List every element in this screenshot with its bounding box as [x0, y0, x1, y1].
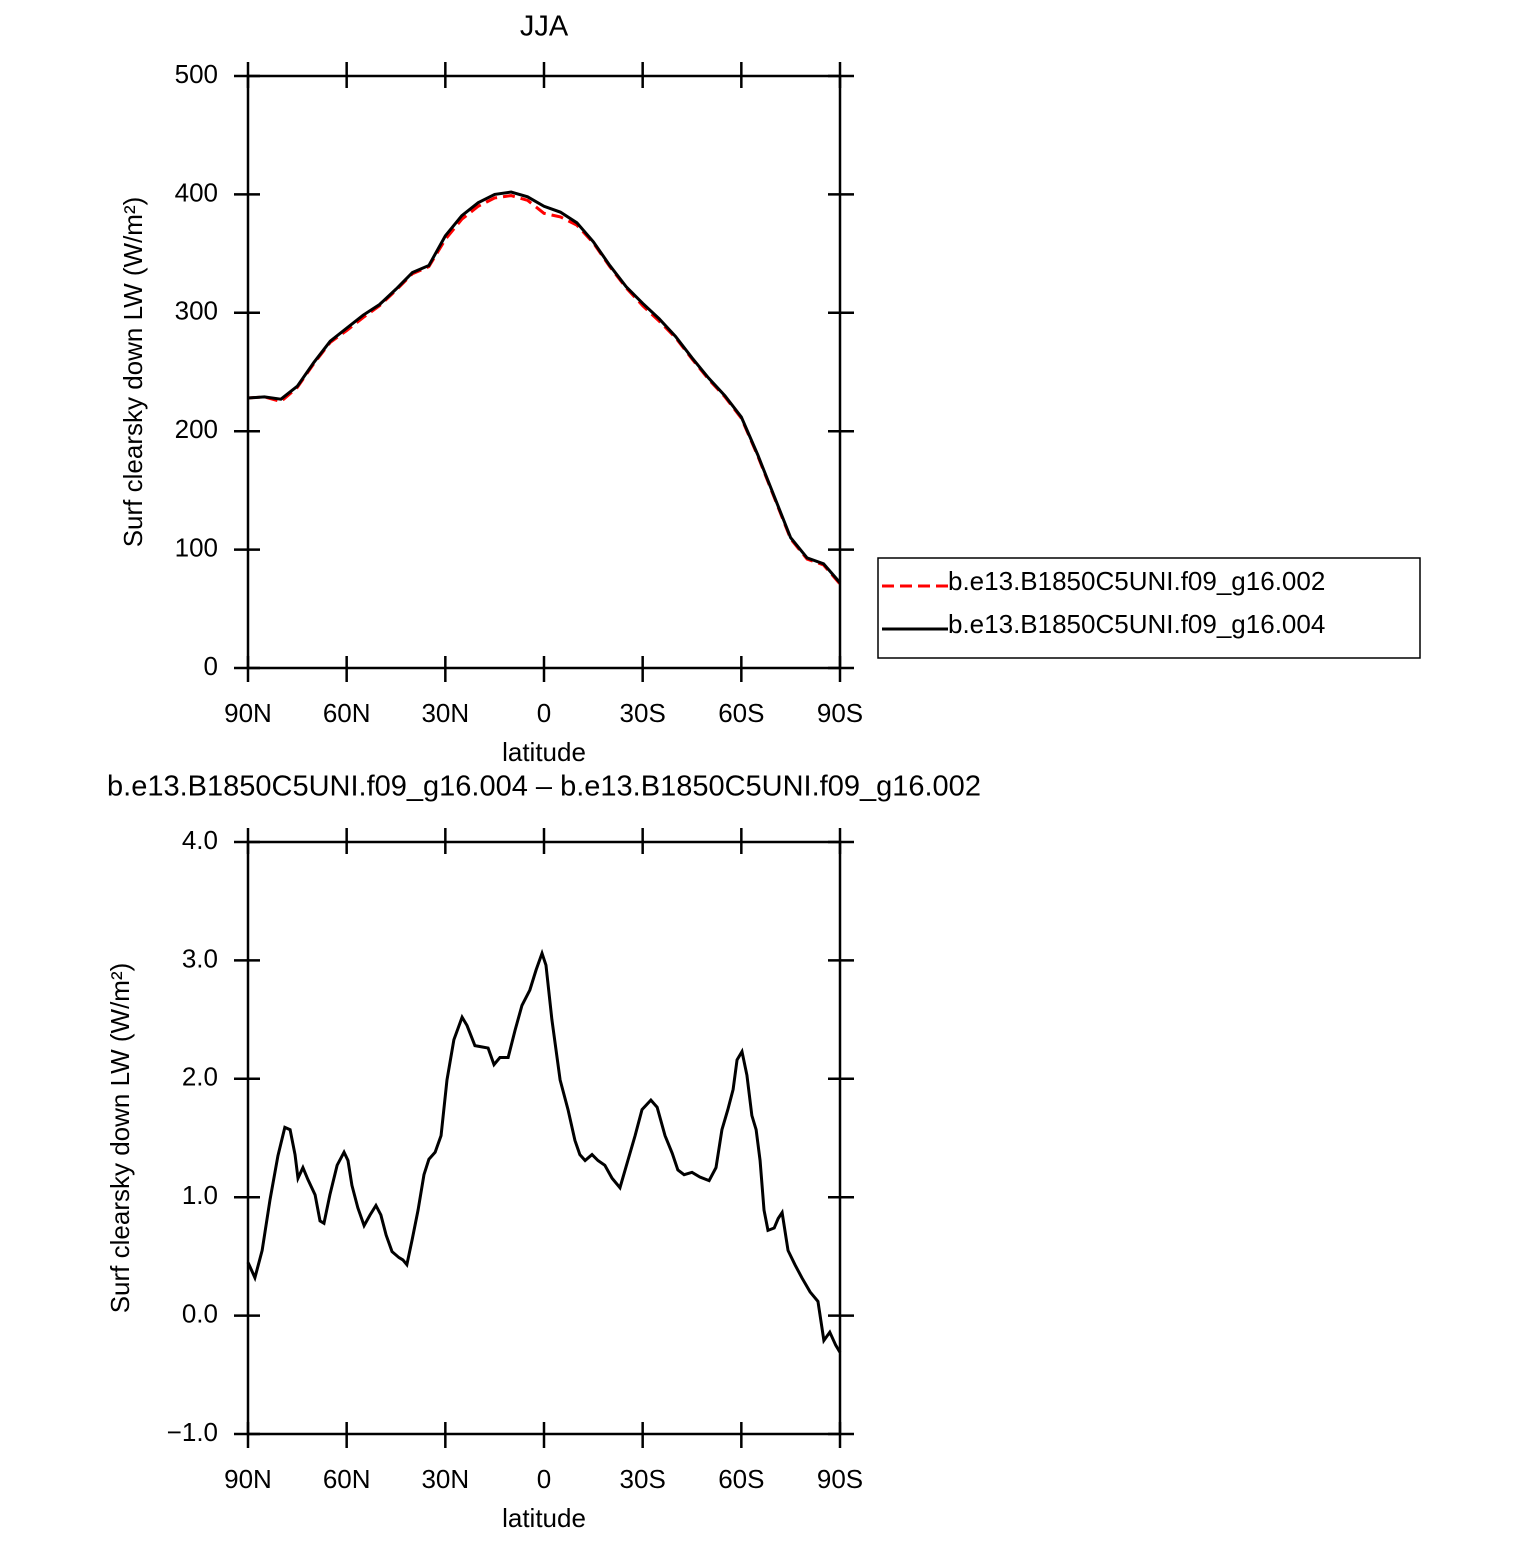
chart-title: JJA	[520, 11, 569, 43]
x-axis-label: latitude	[502, 1503, 586, 1533]
y-tick-label: 500	[175, 59, 218, 89]
y-tick-label: 300	[175, 296, 218, 326]
x-tick-label: 90S	[817, 1464, 863, 1494]
y-tick-label: 200	[175, 414, 218, 444]
legend-label: b.e13.B1850C5UNI.f09_g16.004	[948, 609, 1325, 639]
x-tick-label: 90N	[224, 1464, 272, 1494]
y-tick-label: 1.0	[182, 1180, 218, 1210]
x-tick-label: 60N	[323, 1464, 371, 1494]
data-line	[247, 190, 842, 584]
x-tick-label: 30N	[421, 698, 469, 728]
x-tick-label: 60S	[718, 698, 764, 728]
y-tick-label: 0	[204, 651, 218, 681]
data-line	[247, 194, 842, 585]
y-tick-label: 0.0	[182, 1298, 218, 1328]
chart-title: b.e13.B1850C5UNI.f09_g16.004 – b.e13.B18…	[107, 771, 981, 803]
plot-frame	[246, 840, 842, 1436]
x-tick-label: 90S	[817, 698, 863, 728]
data-line	[246, 948, 842, 1354]
y-tick-label: −1.0	[167, 1417, 218, 1447]
legend-box	[877, 557, 1421, 659]
x-tick-label: 30S	[620, 1464, 666, 1494]
y-tick-label: 2.0	[182, 1062, 218, 1092]
x-tick-label: 60N	[323, 698, 371, 728]
x-tick-label: 60S	[718, 1464, 764, 1494]
plot-frame	[246, 74, 842, 670]
x-tick-label: 90N	[224, 698, 272, 728]
x-tick-label: 30S	[620, 698, 666, 728]
y-axis-label: Surf clearsky down LW (W/m²)	[118, 197, 148, 548]
y-tick-label: 400	[175, 177, 218, 207]
legend-label: b.e13.B1850C5UNI.f09_g16.002	[948, 566, 1325, 596]
y-tick-label: 4.0	[182, 825, 218, 855]
x-tick-label: 30N	[421, 1464, 469, 1494]
y-tick-label: 3.0	[182, 943, 218, 973]
x-tick-label: 0	[537, 1464, 551, 1494]
x-axis-label: latitude	[502, 737, 586, 767]
y-tick-label: 100	[175, 532, 218, 562]
y-axis-label: Surf clearsky down LW (W/m²)	[105, 963, 135, 1314]
x-tick-label: 0	[537, 698, 551, 728]
